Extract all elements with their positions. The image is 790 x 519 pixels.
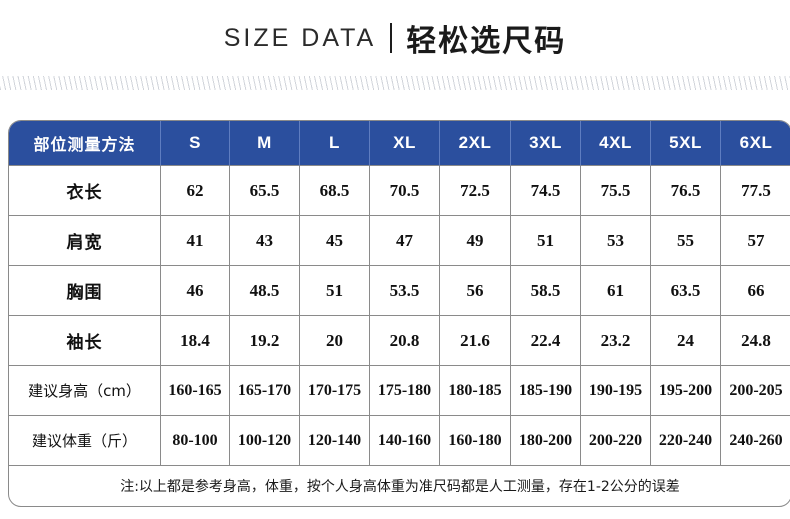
row-label: 肩宽	[9, 216, 161, 266]
cell: 63.5	[651, 266, 721, 316]
column-header-measure-method: 部位测量方法	[9, 121, 161, 166]
cell: 74.5	[511, 166, 581, 216]
table-row: 肩宽 41 43 45 47 49 51 53 55 57	[9, 216, 790, 266]
table-row: 胸围 46 48.5 51 53.5 56 58.5 61 63.5 66	[9, 266, 790, 316]
size-table-container: 部位测量方法 S M L XL 2XL 3XL 4XL 5XL 6XL 衣长 6…	[0, 120, 790, 507]
cell: 19.2	[230, 316, 300, 366]
table-row: 建议身高（cm） 160-165 165-170 170-175 175-180…	[9, 366, 790, 416]
cell: 75.5	[581, 166, 651, 216]
cell: 180-200	[511, 416, 581, 466]
cell: 68.5	[300, 166, 370, 216]
cell: 49	[440, 216, 511, 266]
cell: 20	[300, 316, 370, 366]
cell: 185-190	[511, 366, 581, 416]
cell: 65.5	[230, 166, 300, 216]
cell: 45	[300, 216, 370, 266]
title-english: SIZE DATA	[223, 23, 377, 52]
cell: 77.5	[721, 166, 790, 216]
column-header-5xl: 5XL	[651, 121, 721, 166]
cell: 72.5	[440, 166, 511, 216]
cell: 165-170	[230, 366, 300, 416]
cell: 46	[161, 266, 230, 316]
cell: 180-185	[440, 366, 511, 416]
table-row: 衣长 62 65.5 68.5 70.5 72.5 74.5 75.5 76.5…	[9, 166, 790, 216]
cell: 200-205	[721, 366, 790, 416]
column-header-m: M	[230, 121, 300, 166]
cell: 61	[581, 266, 651, 316]
cell: 200-220	[581, 416, 651, 466]
cell: 24.8	[721, 316, 790, 366]
table-note-row: 注:以上都是参考身高，体重，按个人身高体重为准尺码都是人工测量，存在1-2公分的…	[9, 466, 790, 506]
cell: 80-100	[161, 416, 230, 466]
column-header-s: S	[161, 121, 230, 166]
title-chinese: 轻松选尺码	[406, 24, 567, 59]
table-row: 建议体重（斤） 80-100 100-120 120-140 140-160 1…	[9, 416, 790, 466]
cell: 160-180	[440, 416, 511, 466]
cell: 51	[300, 266, 370, 316]
cell: 140-160	[370, 416, 440, 466]
row-label: 建议体重（斤）	[9, 416, 161, 466]
row-label: 建议身高（cm）	[9, 366, 161, 416]
cell: 76.5	[651, 166, 721, 216]
cell: 58.5	[511, 266, 581, 316]
cell: 56	[440, 266, 511, 316]
size-table: 部位测量方法 S M L XL 2XL 3XL 4XL 5XL 6XL 衣长 6…	[8, 120, 790, 507]
decorative-slash-rule	[0, 76, 790, 90]
table-row: 袖长 18.4 19.2 20 20.8 21.6 22.4 23.2 24 2…	[9, 316, 790, 366]
cell: 170-175	[300, 366, 370, 416]
cell: 57	[721, 216, 790, 266]
page-title: SIZE DATA 轻松选尺码	[0, 0, 790, 76]
cell: 190-195	[581, 366, 651, 416]
cell: 220-240	[651, 416, 721, 466]
cell: 160-165	[161, 366, 230, 416]
cell: 20.8	[370, 316, 440, 366]
column-header-xl: XL	[370, 121, 440, 166]
cell: 24	[651, 316, 721, 366]
cell: 120-140	[300, 416, 370, 466]
cell: 70.5	[370, 166, 440, 216]
cell: 41	[161, 216, 230, 266]
cell: 53.5	[370, 266, 440, 316]
row-label: 胸围	[9, 266, 161, 316]
cell: 48.5	[230, 266, 300, 316]
cell: 100-120	[230, 416, 300, 466]
row-label: 衣长	[9, 166, 161, 216]
title-divider	[390, 23, 393, 53]
column-header-l: L	[300, 121, 370, 166]
cell: 47	[370, 216, 440, 266]
column-header-3xl: 3XL	[511, 121, 581, 166]
cell: 66	[721, 266, 790, 316]
row-label: 袖长	[9, 316, 161, 366]
cell: 195-200	[651, 366, 721, 416]
cell: 18.4	[161, 316, 230, 366]
column-header-6xl: 6XL	[721, 121, 790, 166]
cell: 53	[581, 216, 651, 266]
cell: 55	[651, 216, 721, 266]
cell: 43	[230, 216, 300, 266]
column-header-2xl: 2XL	[440, 121, 511, 166]
cell: 175-180	[370, 366, 440, 416]
cell: 62	[161, 166, 230, 216]
column-header-4xl: 4XL	[581, 121, 651, 166]
table-header-row: 部位测量方法 S M L XL 2XL 3XL 4XL 5XL 6XL	[9, 121, 790, 166]
cell: 22.4	[511, 316, 581, 366]
cell: 51	[511, 216, 581, 266]
cell: 240-260	[721, 416, 790, 466]
cell: 23.2	[581, 316, 651, 366]
table-note: 注:以上都是参考身高，体重，按个人身高体重为准尺码都是人工测量，存在1-2公分的…	[120, 479, 680, 495]
cell: 21.6	[440, 316, 511, 366]
